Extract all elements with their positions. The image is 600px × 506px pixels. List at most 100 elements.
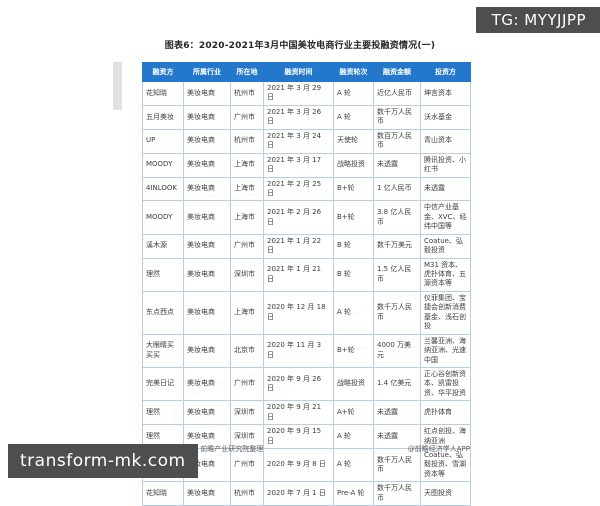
table-cell: 理然 [142, 257, 184, 292]
table-row: 大眼睛买买买 美妆电商 北京市 2020 年 11 月 3 日 B+轮 4000 万美元兰… [142, 333, 471, 368]
column-header: 融资金额 [373, 62, 421, 82]
financing-table: 融资方 所属行业 所在地 融资时间 融资轮次 融资金额 投资方 花知晓 美妆电商 杭州市 2021… [142, 62, 471, 506]
telegram-watermark: TG: MYYJJPP [475, 7, 600, 33]
table-cell: 3.8 亿人民币 [373, 200, 421, 235]
table-cell: 2021 年 1 月 22 日 [263, 233, 334, 259]
table-cell: A 轮 [333, 81, 374, 106]
column-header: 投资方 [420, 62, 471, 82]
table-cell: 广州市 [230, 233, 264, 259]
table-cell: 战略投资 [333, 152, 374, 178]
table-cell: 2021 年 3 月 26 日 [263, 104, 334, 130]
table-cell: 上海市 [230, 290, 264, 335]
table-cell: 花知晓 [142, 81, 184, 106]
site-watermark: transform-mk.com [8, 444, 198, 478]
table-cell: MOODY [142, 152, 184, 178]
table-header-row: 融资方 所属行业 所在地 融资时间 融资轮次 融资金额 投资方 [142, 62, 471, 82]
table-cell: 2020 年 7 月 1 日 [263, 481, 334, 506]
table-cell: 2020 年 9 月 8 日 [263, 447, 334, 483]
table-cell: B 轮 [333, 233, 374, 259]
column-header: 融资方 [142, 62, 184, 82]
table-cell: 青山资本 [420, 128, 471, 154]
table-cell: 腾讯投资、小红书 [420, 152, 471, 178]
table-cell: 杭州市 [230, 128, 264, 154]
table-cell: 1.4 亿美元 [373, 366, 421, 402]
figure-title: 图表6：2020-2021年3月中国美妆电商行业主要投融资情况(一) [164, 41, 436, 51]
table-cell: 数百万人民币 [373, 128, 421, 154]
table-cell: 美妆电商 [183, 333, 231, 368]
table-cell: 大眼睛买买买 [142, 333, 184, 368]
table-cell: B+轮 [333, 200, 374, 235]
figure-footer: 资料来源：电数宝 前瞻产业研究院整理 @前瞻经济学人APP [142, 444, 470, 454]
table-row: UP 美妆电商 杭州市 2021 年 3 月 24 日天使轮 数百万人民币 青山资本 [142, 128, 471, 154]
table-cell: 深圳市 [230, 400, 264, 426]
table-cell: Pre-A 轮 [333, 481, 374, 506]
table-cell: 北京市 [230, 333, 264, 368]
table-cell: 2020 年 12 月 18 日 [263, 290, 334, 335]
table-cell: 天图投资 [420, 481, 471, 506]
table-cell: 美妆电商 [183, 233, 231, 259]
table-cell: 2021 年 3 月 29 日 [263, 81, 334, 106]
table-cell: 深圳市 [230, 424, 264, 449]
table-cell: 美妆电商 [183, 128, 231, 154]
table-cell: M31 资本、虎扑体育、五源资本等 [420, 257, 471, 292]
table-cell: A 轮 [333, 424, 374, 449]
table-cell: 4INLOOK [142, 176, 184, 202]
table-cell: 美妆电商 [183, 366, 231, 402]
table-cell: 杭州市 [230, 81, 264, 106]
table-cell: 近亿人民币 [373, 81, 421, 106]
table-row: 4INLOOK 美妆电商 上海市 2021 年 2 月 25 日 B+轮 1 亿人民币 未透… [142, 176, 471, 202]
table-cell: 广州市 [230, 104, 264, 130]
table-cell: 中信产业基金、XVC、经纬中国等 [420, 200, 471, 235]
table-cell: 上海市 [230, 200, 264, 235]
table-cell: A+轮 [333, 400, 374, 426]
table-cell: 仪菲集团、宝捷会创新消费基金、浅石创投 [420, 290, 471, 335]
column-header: 融资轮次 [333, 62, 374, 82]
table-cell: B+轮 [333, 176, 374, 202]
table-cell: 2021 年 1 月 21 日 [263, 257, 334, 292]
publisher-credit: @前瞻经济学人APP [407, 445, 470, 453]
table-cell: 正心谷创新资本、凯雷投资、华平投资 [420, 366, 471, 402]
table-cell: 数千万人民币 [373, 447, 421, 483]
table-cell: 2021 年 3 月 24 日 [263, 128, 334, 154]
table-cell: 广州市 [230, 366, 264, 402]
table-cell: UP [142, 128, 184, 154]
table-cell: 花知晓 [142, 481, 184, 506]
table-cell: MOODY [142, 200, 184, 235]
table-cell: 上海市 [230, 176, 264, 202]
scan-artifact [113, 62, 122, 110]
table-row: 花知晓 美妆电商 杭州市 2020 年 7 月 1 日 Pre-A 轮数千万人民币 天图投… [142, 481, 471, 506]
table-cell: 杭州市 [230, 481, 264, 506]
table-cell: 2020 年 9 月 26 日 [263, 366, 334, 402]
table-cell: 未透露 [420, 176, 471, 202]
column-header: 融资时间 [263, 62, 334, 82]
table-cell: A 轮 [333, 290, 374, 335]
table-cell: 完美日记 [142, 366, 184, 402]
table-cell: 美妆电商 [183, 152, 231, 178]
table-cell: B+轮 [333, 333, 374, 368]
table-cell: 2021 年 2 月 26 日 [263, 200, 334, 235]
table-cell: 虎扑体育 [420, 400, 471, 426]
table-cell: 理然 [142, 400, 184, 426]
table-cell: 未透露 [373, 152, 421, 178]
table-cell: 美妆电商 [183, 481, 231, 506]
table-cell: Coatue、弘毅投资 [420, 233, 471, 259]
table-cell: 1 亿人民币 [373, 176, 421, 202]
table-cell: 兰馨亚洲、海纳亚洲、光速中国 [420, 333, 471, 368]
source-note: 资料来源：电数宝 前瞻产业研究院整理 [142, 445, 264, 453]
table-cell: A 轮 [333, 104, 374, 130]
table-cell: 数千万美元 [373, 233, 421, 259]
table-cell: 数千万人民币 [373, 481, 421, 506]
table-cell: 2021 年 3 月 17 日 [263, 152, 334, 178]
table-cell: 数千万人民币 [373, 104, 421, 130]
table-cell: 未透露 [373, 400, 421, 426]
table-cell: 深圳市 [230, 257, 264, 292]
table-cell: 坤言资本 [420, 81, 471, 106]
table-cell: 4000 万美元 [373, 333, 421, 368]
table-cell: 上海市 [230, 152, 264, 178]
column-header: 所属行业 [183, 62, 231, 82]
table-cell: 美妆电商 [183, 290, 231, 335]
